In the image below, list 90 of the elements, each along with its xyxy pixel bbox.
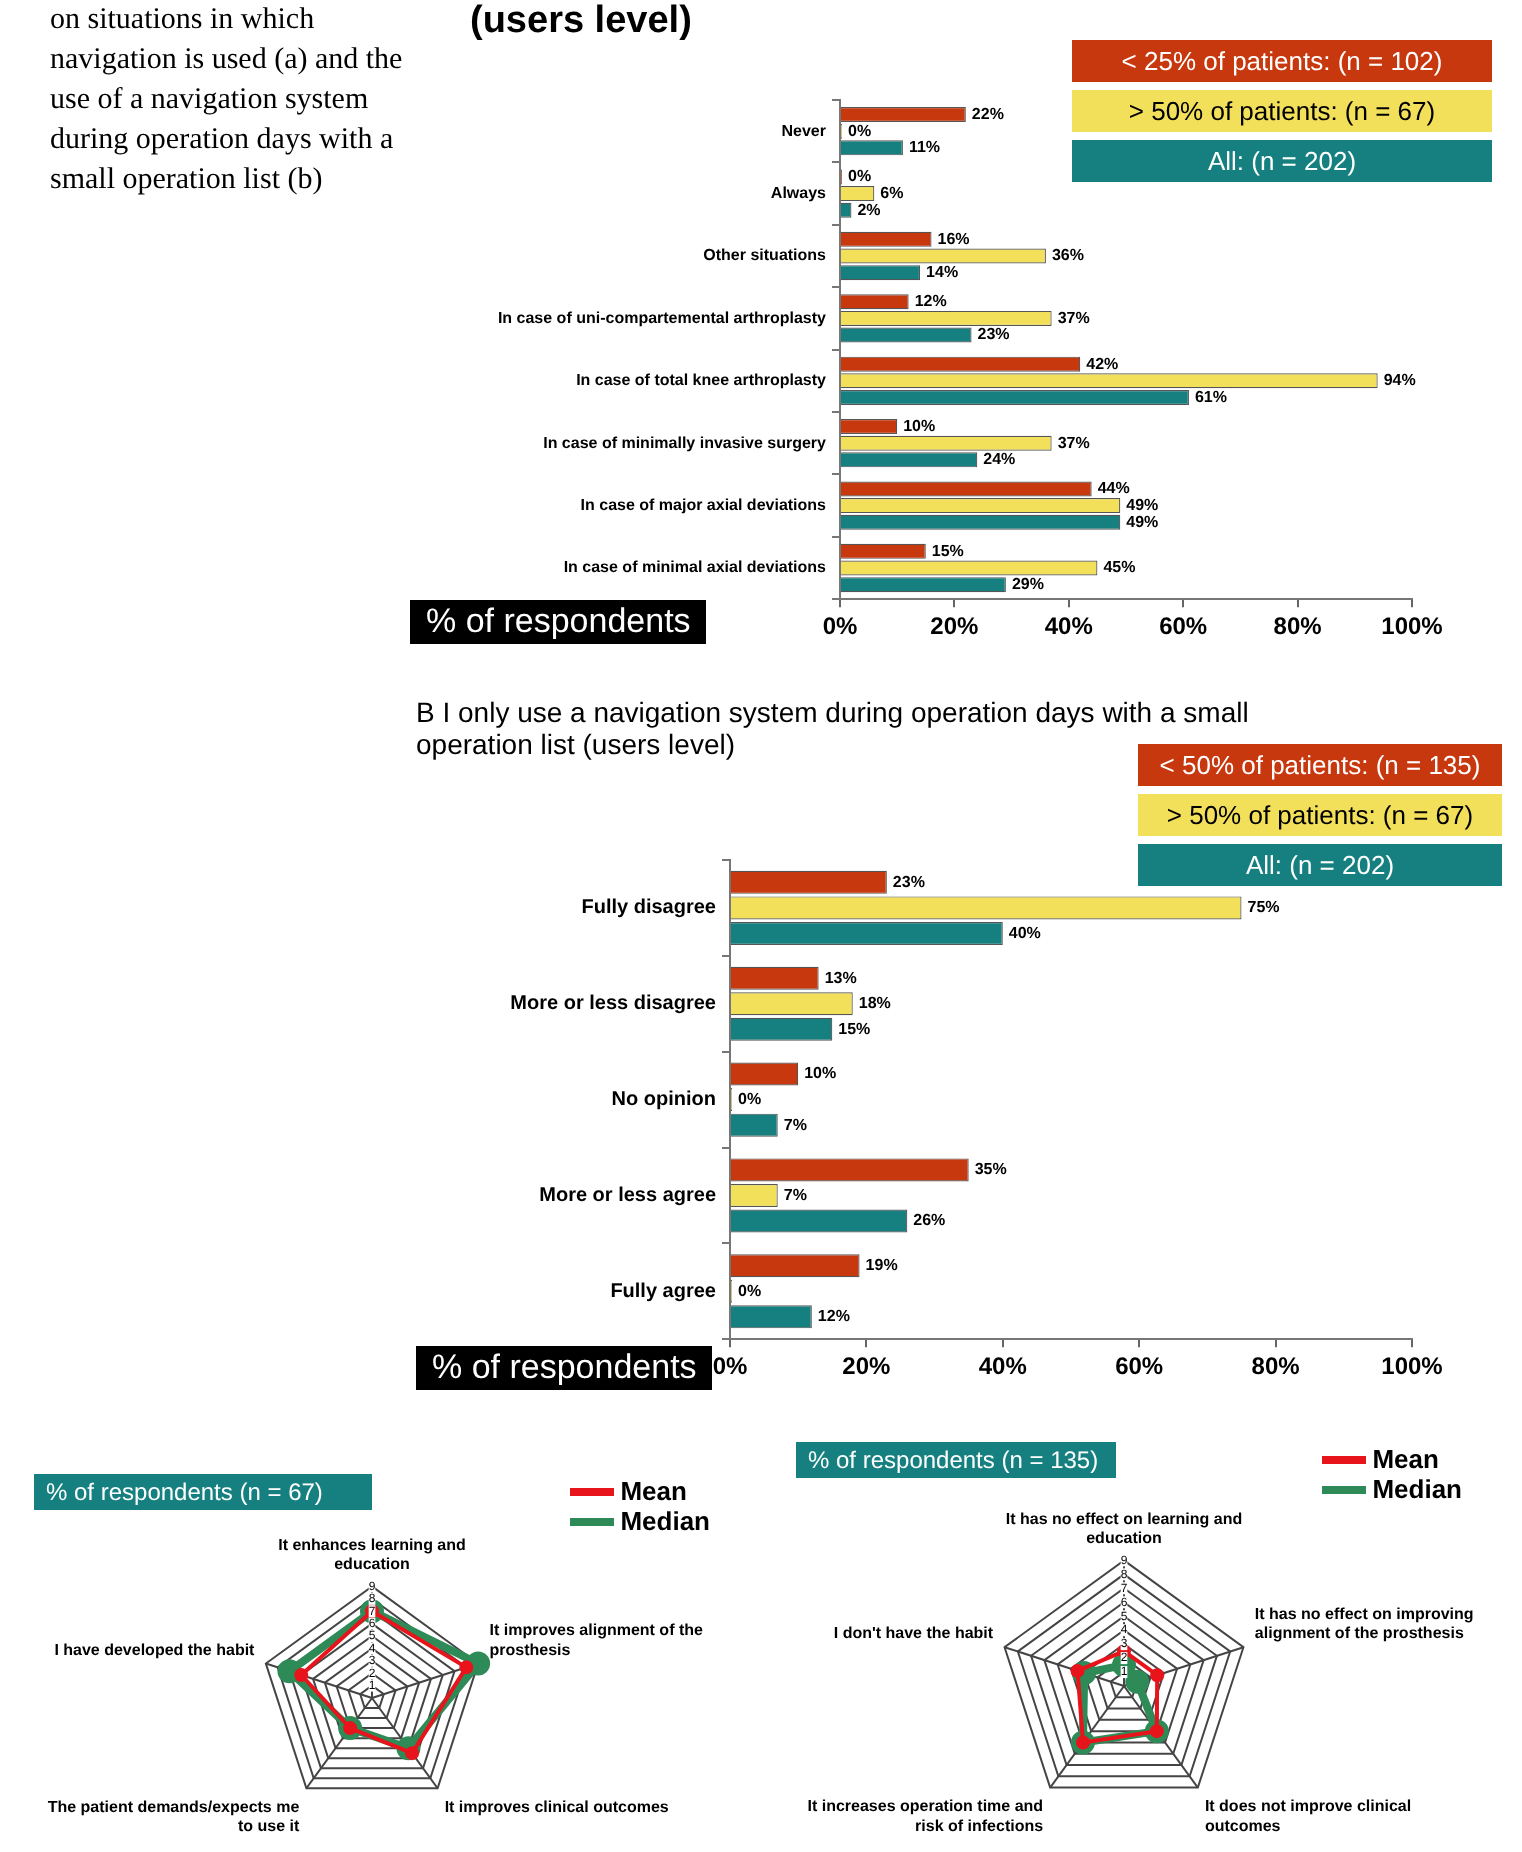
x-tick-label: 60% <box>1115 1352 1164 1381</box>
legend-key: < 50% of patients: (n = 135) <box>1138 744 1502 786</box>
legend-key: > 50% of patients: (n = 67) <box>1072 90 1492 132</box>
data-label: 10% <box>903 416 936 435</box>
y-tick-label: More or less agree <box>539 1184 717 1207</box>
y-tick-label: Fully agree <box>610 1280 717 1303</box>
data-label: 49% <box>1126 496 1159 515</box>
legend-label: Median <box>620 1506 710 1536</box>
x-tick-label: 80% <box>1251 1352 1301 1381</box>
x-tick-label: 20% <box>842 1352 892 1381</box>
data-label: 29% <box>1011 575 1044 594</box>
data-label: 36% <box>1051 246 1084 265</box>
text: on situations in which navigation is used (a) and the use of a navigation system during operation days with a small operation list (b) <box>50 2 405 200</box>
chart-title: % of respondents (n = 67) <box>34 1474 372 1510</box>
y-tick-label: Other situations <box>703 246 828 265</box>
spoke-label: It enhances learning and education <box>278 1536 467 1574</box>
y-tick-label: In case of minimal axial deviations <box>563 558 828 577</box>
x-tick-label: 20% <box>930 612 980 641</box>
x-tick-label: 0% <box>712 1352 748 1381</box>
data-label: 13% <box>824 968 857 987</box>
data-label: 75% <box>1247 898 1280 917</box>
x-tick-label: 40% <box>1044 612 1094 641</box>
data-label: 15% <box>838 1019 871 1038</box>
legend-label: Mean <box>620 1476 687 1506</box>
data-label: 0% <box>848 121 872 140</box>
spoke-label: It improves clinical outcomes <box>444 1798 670 1816</box>
data-label: 12% <box>914 292 947 311</box>
y-tick-label: In case of total knee arthroplasty <box>576 371 828 390</box>
data-label: 16% <box>937 229 970 248</box>
chart-title: (users level) <box>470 0 692 44</box>
data-label: 24% <box>983 450 1016 469</box>
chart-title: % of respondents (n = 135) <box>796 1442 1116 1478</box>
x-tick-label: 80% <box>1273 612 1323 641</box>
data-label: 6% <box>880 184 904 203</box>
data-label: 14% <box>926 263 959 282</box>
data-label: 94% <box>1383 371 1416 390</box>
x-tick-label: 100% <box>1381 1352 1444 1381</box>
x-tick-label: 100% <box>1381 612 1444 641</box>
data-label: 0% <box>738 1090 762 1109</box>
y-tick-label: Always <box>770 184 828 203</box>
y-tick-label: More or less disagree <box>510 993 717 1016</box>
spoke-label: It does not improve clinical outcomes <box>1204 1797 1412 1835</box>
data-label: 26% <box>913 1211 946 1230</box>
legend-key: All: (n = 202) <box>1138 844 1502 886</box>
data-label: 44% <box>1097 479 1130 498</box>
legend-key: All: (n = 202) <box>1072 140 1492 182</box>
y-tick-label: In case of uni-compartemental arthroplasty <box>497 308 828 327</box>
legend-key: < 25% of patients: (n = 102) <box>1072 40 1492 82</box>
spoke-label: I don't have the habit <box>833 1624 994 1643</box>
data-label: 12% <box>817 1307 850 1326</box>
data-label: 40% <box>1008 923 1041 942</box>
spoke-label: It improves alignment of the prosthesis <box>489 1621 705 1659</box>
spoke-label: It increases operation time and risk of infections <box>807 1797 1045 1835</box>
x-axis-title: % of respondents <box>410 600 707 644</box>
data-label: 15% <box>931 541 964 560</box>
legend-label: Mean <box>1372 1444 1439 1474</box>
spoke-label: The patient demands/expects me to use it <box>47 1798 301 1836</box>
data-label: 7% <box>783 1115 807 1134</box>
y-tick-label: Fully disagree <box>581 897 717 920</box>
data-label: 0% <box>848 167 872 186</box>
data-label: 7% <box>783 1185 807 1204</box>
data-label: 10% <box>804 1064 837 1083</box>
y-tick-label: Never <box>781 121 826 140</box>
legend-label: Median <box>1372 1474 1462 1504</box>
legend-key: > 50% of patients: (n = 67) <box>1138 794 1502 836</box>
spoke-label: I have developed the habit <box>54 1640 256 1659</box>
data-label: 11% <box>908 138 941 157</box>
data-label: 42% <box>1086 354 1119 373</box>
data-label: 23% <box>977 325 1010 344</box>
data-label: 45% <box>1103 558 1136 577</box>
spoke-label: It has no effect on improving alignment of the prosthesis <box>1254 1605 1474 1643</box>
data-label: 18% <box>858 994 891 1013</box>
data-label: 23% <box>892 872 925 891</box>
data-label: 61% <box>1194 387 1227 406</box>
x-axis-title: % of respondents <box>416 1346 713 1390</box>
data-label: 37% <box>1057 433 1090 452</box>
data-label: 49% <box>1126 512 1159 531</box>
data-label: 2% <box>857 200 881 219</box>
y-tick-label: In case of minimally invasive surgery <box>543 433 828 452</box>
data-label: 19% <box>865 1256 898 1275</box>
y-tick-label: No opinion <box>611 1089 716 1112</box>
x-tick-label: 0% <box>822 612 858 641</box>
spoke-label: It has no effect on learning and education <box>1005 1510 1243 1548</box>
data-label: 37% <box>1057 308 1090 327</box>
data-label: 35% <box>974 1160 1007 1179</box>
data-label: 22% <box>971 104 1004 123</box>
y-tick-label: In case of major axial deviations <box>580 496 828 515</box>
data-label: 0% <box>738 1281 762 1300</box>
x-tick-label: 60% <box>1159 612 1208 641</box>
x-tick-label: 40% <box>978 1352 1028 1381</box>
